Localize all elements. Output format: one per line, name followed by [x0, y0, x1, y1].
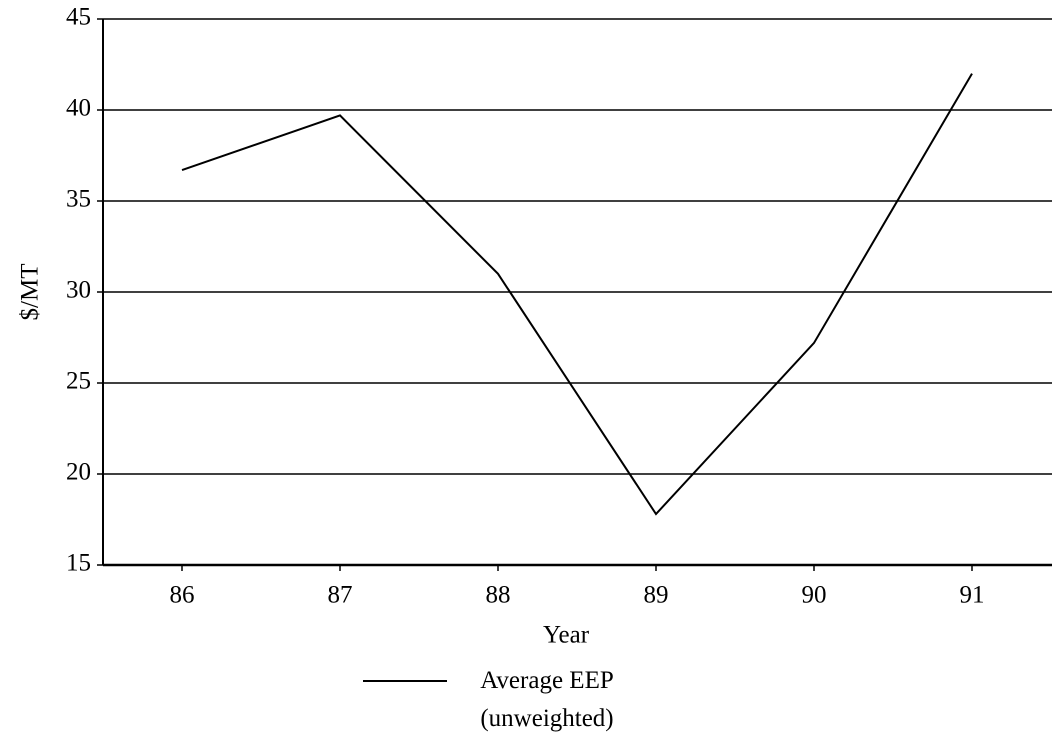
- x-tick-label: 86: [170, 582, 195, 609]
- x-tick-label: 87: [328, 582, 353, 609]
- y-tick-label: 25: [66, 368, 91, 395]
- y-axis-label: $/MT: [17, 264, 44, 321]
- x-tick-label: 89: [644, 582, 669, 609]
- y-tick-label: 35: [66, 186, 91, 213]
- y-tick-label: 45: [66, 4, 91, 31]
- y-tick-label: 15: [66, 550, 91, 577]
- x-tick-label: 88: [486, 582, 511, 609]
- x-axis-label: Year: [543, 622, 590, 649]
- y-tick-label: 20: [66, 459, 91, 486]
- x-tick-label: 91: [960, 582, 985, 609]
- legend-label: Average EEP (unweighted): [480, 667, 614, 732]
- data-line: [181, 73, 973, 516]
- y-tick-label: 40: [66, 95, 91, 122]
- x-tick-label: 90: [802, 582, 827, 609]
- y-tick-label: 30: [66, 277, 91, 304]
